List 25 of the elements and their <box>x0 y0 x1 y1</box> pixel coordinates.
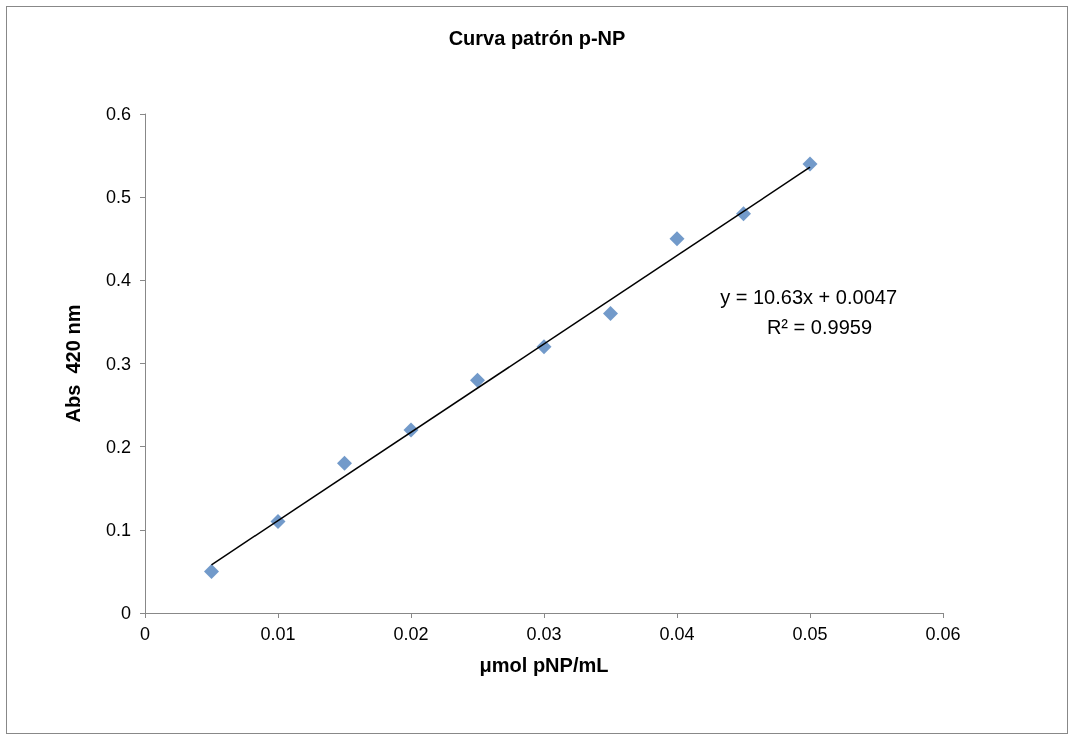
x-tick-label: 0.03 <box>526 624 562 644</box>
point <box>603 306 618 322</box>
x-tick-label: 0.05 <box>792 624 828 644</box>
x-tick-label: 0.04 <box>659 624 695 644</box>
x-tick-label: 0.01 <box>260 624 296 644</box>
y-axis-title: Abs 420 nm <box>62 304 84 423</box>
point <box>204 563 219 579</box>
y-tick-label: 0.3 <box>105 353 131 374</box>
annotation: R² = 0.9959 <box>766 316 873 338</box>
annotation: y = 10.63x + 0.0047 <box>720 286 898 308</box>
y-tick-label: 0.2 <box>105 436 131 457</box>
y-tick-label: 0.4 <box>105 270 131 291</box>
y-tick-label: 0 <box>120 603 131 623</box>
y-tick-label: 0.6 <box>105 104 131 124</box>
point <box>802 156 818 172</box>
x-tick-label: 0 <box>139 624 151 644</box>
point <box>337 455 352 471</box>
point <box>470 372 485 388</box>
y-tick-label: 0.1 <box>105 519 131 540</box>
x-tick-label: 0.02 <box>393 624 429 644</box>
x-axis-title: μmol pNP/mL <box>479 654 609 676</box>
y-tick-label: 0.5 <box>105 187 131 208</box>
point <box>669 231 685 247</box>
x-tick-label: 0.06 <box>925 624 961 644</box>
chart-title: Curva patrón p-NP <box>448 27 626 49</box>
